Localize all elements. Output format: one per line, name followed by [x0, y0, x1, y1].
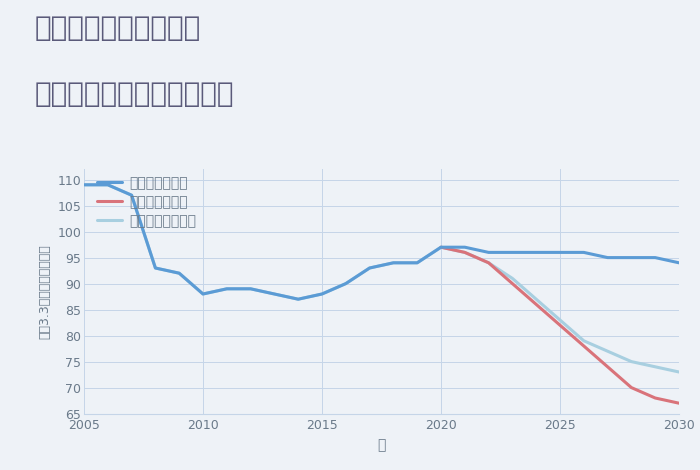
グッドシナリオ — [413, 260, 421, 266]
グッドシナリオ — [651, 255, 659, 260]
グッドシナリオ — [151, 265, 160, 271]
ノーマルシナリオ — [603, 348, 612, 354]
バッドシナリオ — [627, 385, 636, 391]
Line: ノーマルシナリオ: ノーマルシナリオ — [84, 185, 679, 372]
ノーマルシナリオ — [556, 317, 564, 323]
グッドシナリオ — [223, 286, 231, 291]
ノーマルシナリオ — [223, 286, 231, 291]
ノーマルシナリオ — [294, 297, 302, 302]
ノーマルシナリオ — [437, 244, 445, 250]
バッドシナリオ — [437, 244, 445, 250]
グッドシナリオ — [508, 250, 517, 255]
X-axis label: 年: 年 — [377, 438, 386, 452]
グッドシナリオ — [127, 192, 136, 198]
ノーマルシナリオ — [199, 291, 207, 297]
バッドシナリオ — [484, 260, 493, 266]
グッドシナリオ — [246, 286, 255, 291]
グッドシナリオ — [270, 291, 279, 297]
ノーマルシナリオ — [675, 369, 683, 375]
ノーマルシナリオ — [627, 359, 636, 364]
ノーマルシナリオ — [104, 182, 112, 188]
ノーマルシナリオ — [80, 182, 88, 188]
ノーマルシナリオ — [389, 260, 398, 266]
グッドシナリオ — [484, 250, 493, 255]
バッドシナリオ — [461, 250, 469, 255]
Text: 奈良県橿原市別所町の: 奈良県橿原市別所町の — [35, 14, 202, 42]
グッドシナリオ — [365, 265, 374, 271]
グッドシナリオ — [389, 260, 398, 266]
グッドシナリオ — [175, 270, 183, 276]
ノーマルシナリオ — [127, 192, 136, 198]
グッドシナリオ — [342, 281, 350, 286]
ノーマルシナリオ — [532, 297, 540, 302]
ノーマルシナリオ — [365, 265, 374, 271]
バッドシナリオ — [603, 364, 612, 369]
ノーマルシナリオ — [151, 265, 160, 271]
グッドシナリオ — [199, 291, 207, 297]
グッドシナリオ — [318, 291, 326, 297]
バッドシナリオ — [556, 322, 564, 328]
ノーマルシナリオ — [651, 364, 659, 369]
バッドシナリオ — [580, 343, 588, 349]
バッドシナリオ — [508, 281, 517, 286]
グッドシナリオ — [461, 244, 469, 250]
Y-axis label: 坪（3.3㎡）単価（万円）: 坪（3.3㎡）単価（万円） — [38, 244, 52, 339]
バッドシナリオ — [651, 395, 659, 401]
Line: グッドシナリオ: グッドシナリオ — [84, 185, 679, 299]
Line: バッドシナリオ: バッドシナリオ — [441, 247, 679, 403]
グッドシナリオ — [294, 297, 302, 302]
ノーマルシナリオ — [318, 291, 326, 297]
Text: 中古マンションの価格推移: 中古マンションの価格推移 — [35, 80, 235, 108]
グッドシナリオ — [580, 250, 588, 255]
グッドシナリオ — [627, 255, 636, 260]
バッドシナリオ — [675, 400, 683, 406]
ノーマルシナリオ — [580, 338, 588, 344]
バッドシナリオ — [532, 302, 540, 307]
グッドシナリオ — [80, 182, 88, 188]
ノーマルシナリオ — [508, 275, 517, 281]
ノーマルシナリオ — [413, 260, 421, 266]
グッドシナリオ — [104, 182, 112, 188]
ノーマルシナリオ — [342, 281, 350, 286]
ノーマルシナリオ — [484, 260, 493, 266]
ノーマルシナリオ — [461, 250, 469, 255]
グッドシナリオ — [437, 244, 445, 250]
Legend: グッドシナリオ, バッドシナリオ, ノーマルシナリオ: グッドシナリオ, バッドシナリオ, ノーマルシナリオ — [97, 176, 196, 228]
ノーマルシナリオ — [175, 270, 183, 276]
ノーマルシナリオ — [270, 291, 279, 297]
グッドシナリオ — [603, 255, 612, 260]
グッドシナリオ — [532, 250, 540, 255]
グッドシナリオ — [675, 260, 683, 266]
グッドシナリオ — [556, 250, 564, 255]
ノーマルシナリオ — [246, 286, 255, 291]
